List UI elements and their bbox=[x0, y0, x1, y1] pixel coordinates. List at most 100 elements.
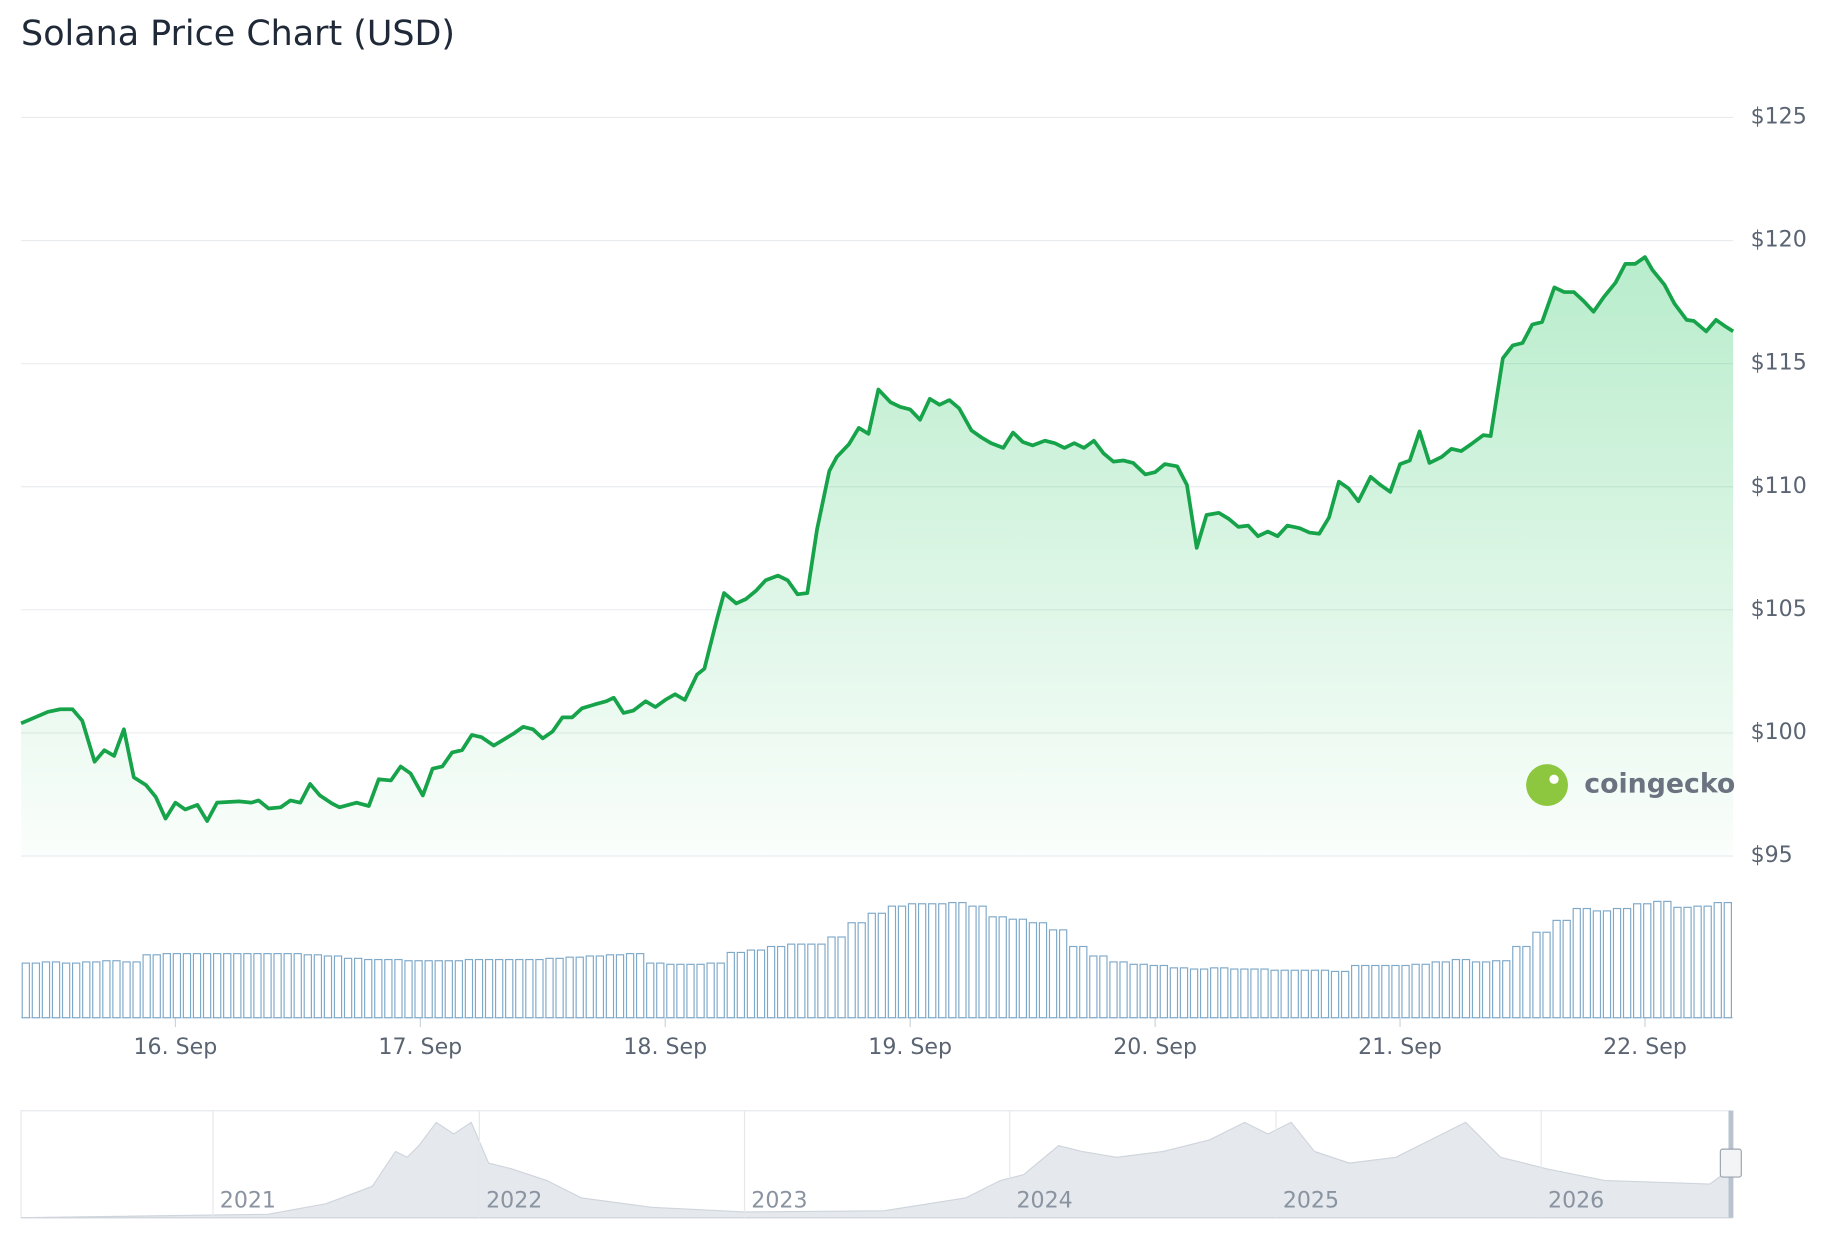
volume-bar bbox=[82, 961, 91, 1019]
navigator-label: 2025 bbox=[1283, 1187, 1339, 1213]
volume-bar bbox=[21, 962, 30, 1019]
y-tick-label: $110 bbox=[1751, 473, 1807, 499]
volume-bar bbox=[1048, 929, 1058, 1019]
volume-bar bbox=[1099, 955, 1108, 1019]
y-tick-label: $115 bbox=[1751, 350, 1807, 376]
volume-bar bbox=[948, 902, 957, 1019]
volume-bar bbox=[726, 951, 735, 1019]
volume-bar bbox=[877, 912, 887, 1019]
volume-bar bbox=[1230, 968, 1239, 1019]
volume-bar bbox=[343, 957, 353, 1019]
volume-bar bbox=[1602, 910, 1612, 1019]
volume-bar bbox=[1069, 945, 1078, 1019]
x-tick-label: 18. Sep bbox=[623, 1034, 707, 1060]
navigator-label: 2024 bbox=[1016, 1187, 1072, 1213]
volume-bar bbox=[122, 961, 131, 1019]
navigator-handle[interactable] bbox=[1719, 1148, 1742, 1178]
volume-bar bbox=[505, 958, 514, 1019]
volume-bar bbox=[525, 958, 534, 1019]
price-area bbox=[21, 257, 1734, 857]
volume-bar bbox=[72, 962, 81, 1019]
volume-bar bbox=[1280, 969, 1289, 1019]
volume-bar bbox=[424, 960, 433, 1019]
volume-bar bbox=[1653, 900, 1662, 1019]
volume-bar bbox=[1502, 960, 1511, 1019]
volume-bar bbox=[1058, 929, 1068, 1019]
volume-bar bbox=[1109, 961, 1118, 1019]
volume-bar bbox=[807, 943, 816, 1019]
volume-bar bbox=[1008, 918, 1017, 1019]
volume-bar bbox=[716, 962, 725, 1019]
volume-bar bbox=[545, 957, 554, 1019]
volume-bar bbox=[1451, 958, 1461, 1019]
volume-bar bbox=[1320, 969, 1330, 1019]
volume-bar bbox=[1693, 905, 1702, 1019]
volume-bar bbox=[615, 954, 625, 1019]
volume-bar bbox=[1300, 969, 1309, 1019]
volume-bar bbox=[1401, 964, 1410, 1019]
x-tick-label: 17. Sep bbox=[378, 1034, 462, 1060]
volume-bar bbox=[646, 962, 655, 1019]
volume-bar bbox=[1310, 969, 1320, 1019]
watermark-eye bbox=[1549, 774, 1559, 784]
chart-title: Solana Price Chart (USD) bbox=[21, 14, 455, 54]
volume-bar bbox=[1471, 961, 1481, 1019]
watermark: coingecko bbox=[1526, 764, 1735, 807]
volume-bar bbox=[92, 961, 101, 1019]
volume-bar bbox=[263, 953, 272, 1019]
volume-bar bbox=[414, 960, 423, 1019]
volume-bar bbox=[978, 905, 987, 1019]
volume-bar bbox=[1340, 970, 1350, 1019]
volume-bar bbox=[575, 956, 584, 1019]
y-tick-label: $125 bbox=[1751, 103, 1807, 129]
volume-bar bbox=[41, 961, 51, 1019]
volume-bar bbox=[1723, 902, 1732, 1019]
volume-bar bbox=[273, 953, 282, 1019]
volume-bar bbox=[917, 903, 927, 1019]
volume-bar bbox=[1542, 931, 1551, 1019]
volume-bar bbox=[1139, 963, 1148, 1019]
volume-bar bbox=[988, 916, 997, 1019]
volume-bar bbox=[1240, 968, 1249, 1019]
x-tick-label: 20. Sep bbox=[1113, 1034, 1197, 1060]
volume-bar bbox=[565, 956, 574, 1019]
volume-bar bbox=[1079, 945, 1088, 1019]
volume-bar bbox=[817, 943, 826, 1019]
volume-bar bbox=[1149, 964, 1158, 1019]
volume-bar bbox=[1633, 903, 1642, 1019]
volume-bar bbox=[1381, 964, 1390, 1019]
volume-bar bbox=[585, 955, 594, 1019]
x-tick-label: 21. Sep bbox=[1358, 1034, 1442, 1060]
volume-bar bbox=[303, 954, 312, 1019]
volume-bar bbox=[907, 903, 917, 1019]
volume-bar bbox=[162, 953, 171, 1019]
volume-bar bbox=[857, 922, 866, 1019]
volume-bar bbox=[968, 905, 977, 1019]
volume-bar bbox=[1532, 931, 1541, 1019]
volume-bar bbox=[1683, 906, 1692, 1019]
x-tick-label: 19. Sep bbox=[868, 1034, 952, 1060]
volume-bar bbox=[464, 958, 474, 1019]
volume-bar bbox=[1129, 963, 1138, 1019]
volume-bar bbox=[666, 963, 675, 1019]
volume-bar bbox=[484, 958, 494, 1019]
volume-bar bbox=[847, 922, 856, 1019]
volume-bar bbox=[404, 960, 413, 1019]
volume-bar bbox=[323, 955, 333, 1019]
volume-bar bbox=[1673, 906, 1682, 1019]
volume-bar bbox=[132, 961, 141, 1019]
volume-bar bbox=[776, 945, 786, 1019]
y-tick-label: $95 bbox=[1751, 842, 1793, 868]
volume-bar bbox=[182, 953, 192, 1019]
volume-bar bbox=[1189, 968, 1199, 1019]
volume-bar bbox=[787, 943, 796, 1019]
volume-bar bbox=[364, 958, 373, 1019]
volume-bar bbox=[293, 953, 302, 1019]
volume-bar bbox=[535, 958, 544, 1019]
volume-bar bbox=[253, 953, 262, 1019]
volume-bar bbox=[394, 958, 403, 1019]
volume-bar bbox=[1622, 907, 1632, 1019]
volume-bar bbox=[1592, 910, 1602, 1019]
volume-bar bbox=[515, 958, 524, 1019]
